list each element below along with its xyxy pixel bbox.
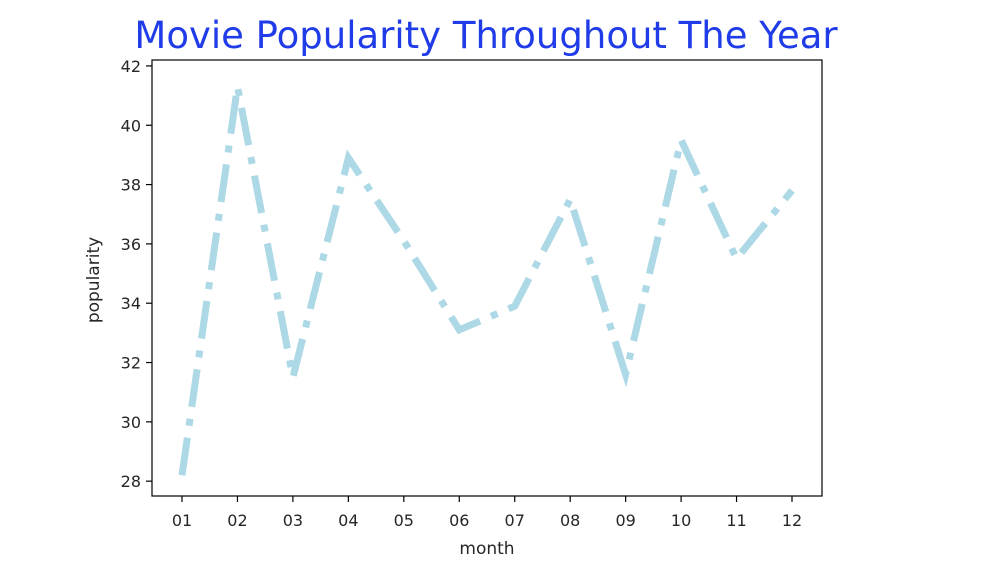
chart-title: Movie Popularity Throughout The Year — [134, 14, 838, 57]
y-axis-label: popularity — [84, 237, 104, 323]
y-tick-label: 40 — [121, 116, 141, 135]
x-tick-label: 12 — [782, 511, 802, 530]
y-tick-label: 42 — [121, 57, 141, 76]
data-point — [736, 258, 737, 259]
data-point — [237, 86, 238, 87]
data-point — [292, 377, 293, 378]
y-tick-label: 38 — [121, 176, 141, 195]
data-point — [403, 240, 404, 241]
data-point — [792, 190, 793, 191]
data-point — [459, 329, 460, 330]
x-tick-label: 10 — [671, 511, 691, 530]
series-line — [178, 86, 795, 476]
plot-frame — [151, 59, 823, 497]
y-tick-label: 30 — [121, 413, 141, 432]
x-tick-label: 05 — [394, 511, 414, 530]
y-tick-label: 36 — [121, 235, 141, 254]
x-tick-label: 07 — [505, 511, 525, 530]
x-tick-label: 06 — [449, 511, 469, 530]
x-tick-label: 02 — [227, 511, 247, 530]
x-tick-label: 03 — [283, 511, 303, 530]
x-axis: 01 02 03 04 05 06 07 08 09 10 11 12 — [172, 496, 802, 530]
data-point — [514, 306, 515, 307]
y-tick-label: 28 — [121, 472, 141, 491]
x-tick-label: 01 — [172, 511, 192, 530]
data-point — [348, 157, 349, 158]
data-point — [625, 374, 626, 375]
x-tick-label: 09 — [615, 511, 635, 530]
data-point — [681, 140, 682, 141]
x-tick-label: 04 — [338, 511, 358, 530]
x-tick-label: 08 — [560, 511, 580, 530]
x-tick-label: 11 — [726, 511, 746, 530]
y-axis: 28 30 32 34 36 38 40 42 — [121, 57, 152, 491]
series-layer — [178, 86, 795, 476]
y-tick-label: 34 — [121, 294, 141, 313]
data-point — [182, 475, 183, 476]
y-tick-label: 32 — [121, 354, 141, 373]
x-axis-label: month — [459, 539, 514, 559]
data-point — [570, 199, 571, 200]
